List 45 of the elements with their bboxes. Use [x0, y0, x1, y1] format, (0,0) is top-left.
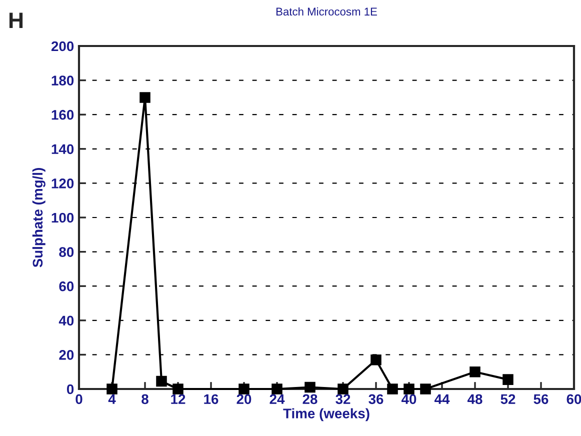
point — [370, 354, 382, 366]
x-tick-label: 32 — [336, 394, 350, 404]
y-tick-label: 60 — [59, 281, 74, 292]
point — [304, 382, 316, 393]
point — [338, 384, 348, 394]
x-tick-label: 16 — [204, 394, 218, 404]
point — [172, 384, 184, 394]
point — [238, 384, 250, 394]
x-tick-label: 48 — [467, 394, 482, 404]
x-tick-label: 36 — [368, 394, 384, 404]
x-tick-label: 60 — [566, 394, 581, 404]
point — [106, 384, 118, 394]
y-tick-label: 20 — [59, 350, 74, 360]
y-tick-label: 0 — [66, 384, 74, 394]
point — [140, 92, 150, 103]
x-tick-label: 44 — [434, 394, 450, 404]
y-tick-label: 180 — [52, 76, 74, 86]
y-tick-label: 80 — [59, 247, 74, 257]
x-tick-label: 52 — [500, 394, 516, 404]
point — [272, 384, 282, 394]
point — [404, 384, 414, 394]
x-tick-label: 40 — [401, 394, 416, 404]
x-tick-label: 4 — [108, 394, 116, 404]
y-tick-label: 140 — [52, 144, 74, 154]
point — [387, 384, 398, 394]
x-tick-label: 12 — [171, 394, 186, 404]
point — [470, 366, 480, 378]
x-axis-title: Time (weeks) — [283, 408, 370, 422]
y-axis-title: Sulphate (mg/l) — [32, 168, 46, 268]
chart-title: Batch Microcosm 1E — [276, 7, 377, 16]
x-tick-label: 24 — [270, 394, 285, 404]
y-tick-label: 120 — [52, 178, 74, 188]
y-tick-label: 40 — [58, 316, 74, 326]
point — [502, 374, 514, 385]
y-tick-label: 160 — [52, 110, 74, 120]
point — [420, 384, 431, 394]
y-tick-label: 100 — [52, 212, 74, 223]
x-tick-label: 8 — [142, 394, 148, 404]
point — [156, 376, 167, 387]
x-tick-label: 0 — [76, 394, 82, 404]
x-tick-label: 28 — [302, 394, 318, 404]
x-tick-label: 20 — [236, 394, 252, 404]
y-tick-label: 200 — [51, 41, 74, 52]
x-tick-label: 56 — [534, 394, 548, 404]
text: H — [9, 12, 23, 28]
